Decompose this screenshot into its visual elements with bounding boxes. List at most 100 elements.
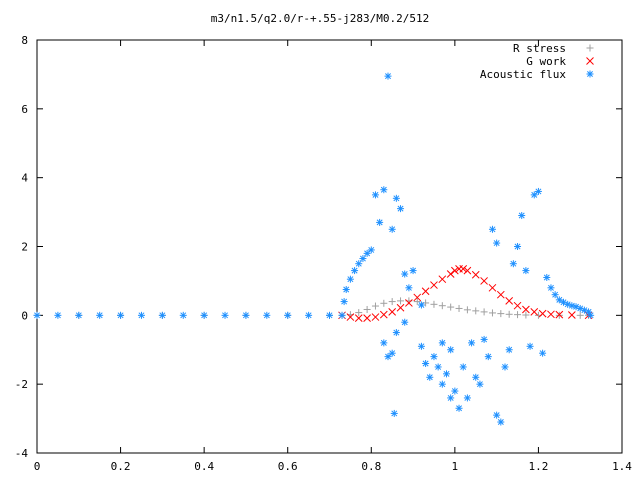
marker-stroke: [388, 308, 397, 316]
data-point: [384, 72, 392, 80]
marker-stroke: [401, 271, 408, 278]
data-point: [522, 267, 530, 275]
data-point: [497, 310, 505, 318]
data-point: [555, 310, 564, 319]
data-point: [363, 314, 371, 322]
data-point: [359, 255, 367, 263]
y-tick-label: -2: [15, 378, 28, 391]
marker-stroke: [438, 275, 447, 284]
data-point: [514, 243, 522, 250]
marker-stroke: [513, 301, 522, 310]
data-point: [576, 311, 584, 319]
marker-stroke: [372, 191, 379, 198]
data-point: [513, 301, 522, 310]
data-point: [522, 311, 530, 319]
marker-stroke: [426, 374, 433, 381]
data-point: [221, 311, 229, 319]
legend-label: G work: [526, 55, 566, 68]
marker-stroke: [346, 313, 355, 321]
y-tick-label: 8: [21, 34, 28, 47]
data-point: [158, 311, 166, 319]
data-point: [242, 311, 250, 319]
marker-stroke: [418, 302, 425, 308]
marker-stroke: [459, 265, 468, 273]
data-point: [371, 313, 380, 321]
marker-stroke: [413, 293, 422, 302]
marker-stroke: [180, 312, 187, 319]
data-point: [346, 275, 354, 283]
marker-stroke: [527, 343, 534, 350]
data-point: [471, 270, 480, 279]
data-point: [371, 302, 379, 310]
marker-stroke: [385, 353, 391, 360]
y-tick-label: 6: [21, 103, 28, 116]
marker-stroke: [480, 277, 488, 285]
data-point: [376, 218, 384, 226]
data-point: [75, 311, 83, 319]
data-point: [446, 270, 455, 278]
marker-stroke: [439, 381, 446, 388]
marker-stroke: [497, 419, 504, 426]
data-point: [355, 260, 363, 268]
data-point: [438, 302, 446, 310]
marker-stroke: [439, 339, 446, 346]
data-point: [497, 418, 505, 426]
marker-stroke: [430, 353, 437, 360]
marker-stroke: [326, 312, 333, 319]
marker-stroke: [159, 312, 166, 319]
marker-stroke: [493, 412, 500, 419]
data-point: [405, 284, 413, 292]
marker-stroke: [535, 188, 542, 195]
marker-stroke: [538, 309, 547, 318]
marker-stroke: [464, 394, 471, 401]
data-point: [459, 265, 468, 273]
x-tick-label: 0: [34, 460, 41, 473]
data-point: [338, 311, 346, 319]
marker-stroke: [284, 312, 291, 319]
data-point: [509, 260, 517, 268]
data-point: [392, 329, 400, 337]
data-point: [417, 342, 425, 350]
marker-stroke: [380, 339, 387, 346]
marker-stroke: [573, 303, 580, 310]
data-point: [388, 298, 396, 306]
data-point: [430, 300, 438, 308]
data-point: [200, 311, 208, 319]
marker-stroke: [138, 312, 145, 319]
marker-stroke: [556, 296, 563, 303]
data-point: [438, 275, 447, 284]
marker-stroke: [75, 312, 82, 319]
data-point: [397, 205, 405, 213]
data-point: [496, 290, 505, 299]
marker-stroke: [397, 205, 404, 212]
marker-stroke: [522, 305, 530, 314]
x-tick-label: 0.4: [194, 460, 214, 473]
marker-stroke: [405, 299, 413, 307]
x-tick-label: 0.6: [278, 460, 298, 473]
data-point: [426, 373, 434, 381]
marker-stroke: [34, 312, 40, 319]
marker-stroke: [117, 312, 124, 319]
marker-stroke: [587, 71, 593, 77]
data-point: [388, 225, 396, 233]
legend-label: Acoustic flux: [480, 68, 566, 81]
data-point: [397, 297, 405, 305]
marker-stroke: [586, 57, 594, 65]
marker-stroke: [489, 226, 496, 233]
marker-stroke: [339, 312, 346, 319]
marker-stroke: [393, 329, 400, 336]
marker-stroke: [422, 360, 429, 367]
marker-stroke: [435, 363, 442, 370]
data-point: [346, 313, 355, 321]
data-point: [505, 310, 513, 318]
marker-stroke: [305, 312, 312, 319]
marker-stroke: [543, 274, 550, 281]
y-tick-label: 0: [21, 309, 28, 322]
data-point: [413, 298, 421, 306]
data-point: [476, 380, 484, 388]
data-point: [484, 353, 492, 361]
data-point: [538, 309, 547, 318]
marker-stroke: [446, 270, 455, 278]
